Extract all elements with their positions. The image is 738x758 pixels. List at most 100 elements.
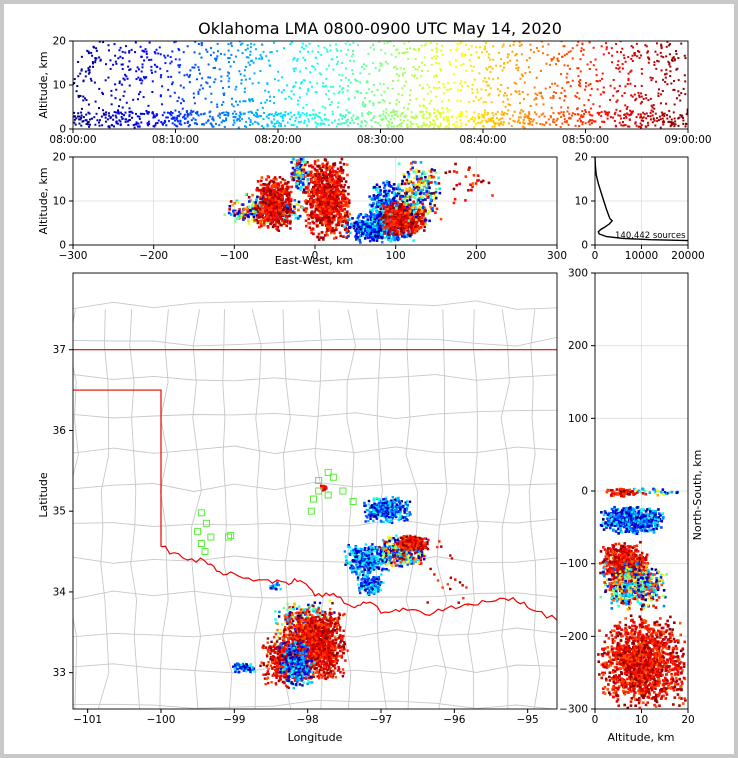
east-west-source-point bbox=[269, 207, 273, 211]
time-altitude-source-point bbox=[148, 58, 151, 61]
time-altitude-source-point bbox=[386, 62, 389, 65]
time-altitude-source-point bbox=[388, 102, 391, 105]
east-west-source-point bbox=[322, 194, 326, 198]
time-altitude-source-point bbox=[102, 109, 105, 112]
time-altitude-source-point bbox=[215, 59, 218, 62]
time-altitude-source-point bbox=[618, 84, 621, 87]
east-west-source-point bbox=[384, 211, 387, 215]
east-west-source-point bbox=[365, 231, 369, 235]
time-altitude-source-point bbox=[423, 64, 426, 67]
east-west-source-point bbox=[384, 192, 388, 196]
east-west-source-point bbox=[358, 238, 362, 242]
time-altitude-source-point bbox=[376, 88, 379, 91]
time-altitude-source-point bbox=[73, 118, 76, 121]
time-altitude-source-point bbox=[489, 87, 492, 90]
east-west-source-point bbox=[326, 223, 329, 227]
time-altitude-source-point bbox=[448, 108, 451, 111]
east-west-source-point bbox=[321, 165, 325, 169]
time-altitude-source-point bbox=[317, 44, 320, 47]
time-altitude-source-point bbox=[521, 125, 524, 128]
time-altitude-source-point bbox=[82, 99, 85, 102]
time-altitude-source-point bbox=[502, 62, 505, 65]
time-altitude-source-point bbox=[143, 59, 146, 62]
east-west-source-point bbox=[323, 164, 327, 167]
time-altitude-source-point bbox=[163, 121, 166, 124]
time-altitude-source-point bbox=[424, 124, 427, 127]
east-west-source-point bbox=[388, 189, 391, 193]
time-altitude-source-point bbox=[630, 94, 633, 97]
time-altitude-source-point bbox=[483, 114, 486, 117]
east-west-source-point bbox=[317, 238, 321, 241]
time-altitude-source-point bbox=[309, 81, 312, 84]
time-altitude-source-point bbox=[278, 112, 281, 115]
time-altitude-source-point bbox=[612, 78, 615, 81]
time-altitude-source-point bbox=[433, 112, 436, 115]
time-altitude-source-point bbox=[522, 121, 525, 124]
east-west-source-point bbox=[292, 211, 296, 214]
time-altitude-source-point bbox=[136, 115, 139, 118]
time-altitude-source-point bbox=[492, 119, 495, 122]
time-altitude-source-point bbox=[422, 122, 425, 125]
time-altitude-source-point bbox=[98, 119, 101, 122]
time-altitude-source-point bbox=[406, 123, 409, 126]
time-altitude-source-point bbox=[209, 76, 212, 79]
east-west-source-point bbox=[374, 205, 378, 209]
time-altitude-source-point bbox=[263, 111, 266, 114]
time-altitude-source-point bbox=[200, 42, 203, 45]
time-altitude-source-point bbox=[377, 101, 380, 104]
east-west-source-point bbox=[306, 179, 309, 183]
time-altitude-source-point bbox=[98, 121, 101, 124]
time-altitude-source-point bbox=[75, 117, 78, 120]
time-altitude-source-point bbox=[633, 52, 636, 55]
east-west-source-point bbox=[268, 199, 271, 203]
time-altitude-source-point bbox=[673, 58, 676, 61]
time-altitude-source-point bbox=[290, 115, 293, 118]
time-altitude-source-point bbox=[516, 69, 519, 72]
time-altitude-source-point bbox=[154, 52, 157, 55]
time-altitude-source-point bbox=[366, 81, 369, 84]
time-altitude-source-point bbox=[421, 87, 424, 90]
time-altitude-source-point bbox=[551, 58, 554, 61]
time-altitude-source-point bbox=[368, 73, 371, 76]
time-altitude-source-point bbox=[506, 86, 509, 89]
time-altitude-source-point bbox=[87, 67, 90, 70]
time-altitude-source-point bbox=[141, 63, 144, 66]
time-altitude-source-point bbox=[453, 81, 456, 84]
time-altitude-source-point bbox=[305, 114, 308, 117]
east-west-source-point bbox=[335, 209, 339, 213]
time-altitude-source-point bbox=[635, 115, 638, 118]
east-west-source-point bbox=[331, 171, 335, 174]
east-west-source-point bbox=[313, 162, 317, 166]
time-altitude-source-point bbox=[475, 51, 478, 54]
east-west-source-point bbox=[233, 201, 236, 205]
time-altitude-source-point bbox=[434, 122, 437, 125]
time-altitude-source-point bbox=[560, 116, 563, 119]
time-altitude-source-point bbox=[404, 51, 407, 54]
east-west-source-point bbox=[255, 188, 259, 192]
east-west-source-point bbox=[286, 180, 290, 184]
time-altitude-source-point bbox=[73, 81, 76, 84]
time-altitude-source-point bbox=[645, 97, 648, 100]
time-altitude-source-point bbox=[524, 113, 527, 116]
time-altitude-source-point bbox=[398, 52, 401, 55]
east-west-source-point bbox=[341, 189, 345, 192]
east-west-source-point bbox=[335, 186, 339, 190]
time-altitude-source-point bbox=[314, 113, 317, 116]
time-altitude-source-point bbox=[568, 112, 571, 115]
time-altitude-ytick-label: 10 bbox=[53, 80, 66, 92]
time-altitude-source-point bbox=[342, 87, 345, 90]
east-west-source-point bbox=[323, 204, 327, 208]
time-altitude-source-point bbox=[328, 104, 331, 107]
time-altitude-source-point bbox=[127, 124, 130, 127]
time-altitude-source-point bbox=[107, 76, 110, 79]
time-altitude-source-point bbox=[189, 112, 192, 115]
time-altitude-source-point bbox=[588, 123, 591, 126]
time-altitude-source-point bbox=[276, 113, 279, 116]
east-west-source-point bbox=[375, 183, 379, 187]
time-altitude-source-point bbox=[74, 123, 77, 126]
east-west-source-point bbox=[261, 218, 265, 222]
east-west-source-point bbox=[325, 189, 328, 193]
east-west-source-point bbox=[282, 205, 286, 209]
time-altitude-source-point bbox=[431, 123, 434, 126]
time-altitude-source-point bbox=[461, 85, 464, 88]
